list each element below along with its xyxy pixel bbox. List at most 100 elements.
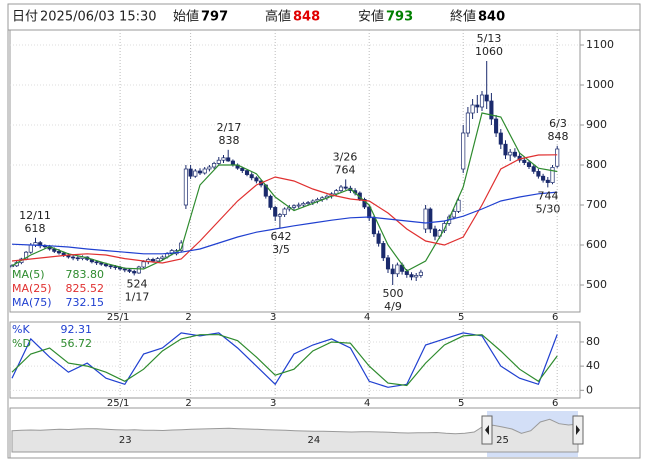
- candle-body: [56, 251, 62, 254]
- candle-body: [489, 100, 494, 120]
- candle-body: [136, 266, 141, 274]
- annotation-date: 5/13: [477, 32, 502, 45]
- candle-body: [150, 259, 156, 262]
- candle-body: [512, 151, 517, 157]
- candle-body: [508, 151, 513, 156]
- candle-body: [273, 207, 278, 217]
- annotation-value: 642: [271, 230, 292, 243]
- header: 日付 2025/06/03 15:30: [12, 10, 157, 25]
- candle-body: [216, 159, 221, 164]
- annotation-date: 3/26: [333, 150, 358, 163]
- candle-body: [169, 250, 174, 255]
- annotation-date: 3/5: [272, 243, 290, 256]
- candle-body: [155, 258, 160, 262]
- field-value: 793: [386, 10, 413, 25]
- candle-body: [522, 159, 527, 163]
- candle-body: [418, 271, 423, 276]
- frame: [7, 3, 641, 459]
- candle-body: [94, 261, 99, 264]
- annotation-date: 2/17: [217, 121, 242, 134]
- candle-body: [432, 228, 438, 237]
- candle-body: [479, 94, 485, 108]
- datetime: 2025/06/03 15:30: [40, 10, 157, 25]
- candle-body: [343, 186, 348, 189]
- y-tick-label: 500: [586, 278, 607, 291]
- candle-body: [381, 243, 386, 259]
- candle-body: [244, 170, 250, 175]
- candle-body: [212, 163, 217, 168]
- candle-body: [141, 261, 146, 268]
- annotation-value: 764: [335, 163, 356, 176]
- candle-body: [291, 205, 297, 208]
- candle-body: [367, 206, 372, 219]
- annotation-date: 6/3: [549, 117, 567, 130]
- y-tick-label: 40: [586, 359, 600, 372]
- candle-body: [395, 264, 400, 275]
- candle-body: [338, 186, 344, 191]
- series-line: [11, 191, 558, 255]
- annotation-value: 500: [383, 287, 404, 300]
- candle-body: [456, 199, 461, 212]
- series-line: [11, 112, 558, 272]
- candle-body: [423, 208, 428, 230]
- field-label: 終値: [450, 9, 476, 25]
- y-tick-label: 80: [586, 335, 600, 348]
- x-tick-label: 2: [185, 398, 191, 409]
- y-tick-label: 900: [586, 118, 607, 131]
- candle-body: [470, 104, 475, 114]
- y-tick-label: 0: [586, 383, 593, 396]
- series-line: [11, 334, 558, 387]
- candle-body: [183, 168, 188, 206]
- candle-body: [277, 214, 282, 217]
- main-panel: [9, 29, 581, 313]
- series-line: [11, 332, 558, 388]
- candle-body: [71, 256, 76, 259]
- legend-name: %D: [12, 337, 31, 350]
- candle-body: [550, 167, 555, 183]
- candle-body: [207, 166, 212, 170]
- legend-name: MA(25): [12, 282, 52, 295]
- candle-body: [221, 157, 226, 161]
- x-tick-label: 6: [552, 312, 558, 323]
- annotation-value: 618: [25, 222, 46, 235]
- annotation-value: 744: [538, 189, 559, 202]
- candle-body: [103, 263, 109, 267]
- candle-body: [113, 266, 118, 268]
- handle-arrow: [485, 425, 489, 435]
- y-tick-label: 700: [586, 198, 607, 211]
- candle-body: [404, 271, 409, 275]
- candle-body: [301, 203, 306, 206]
- date-label: 日付: [12, 10, 38, 25]
- legend-value: 783.80: [66, 268, 105, 281]
- legend-value: 92.31: [61, 323, 93, 336]
- candle-body: [28, 244, 33, 253]
- x-tick-label: 5: [458, 398, 464, 409]
- candle-body: [531, 166, 536, 172]
- candle-body: [414, 275, 419, 278]
- candle-body: [451, 211, 456, 218]
- navigator-label: 23: [119, 435, 132, 446]
- annotation-date: 1/17: [125, 290, 150, 303]
- x-tick-label: 3: [270, 312, 276, 323]
- candle-body: [188, 168, 193, 177]
- candle-body: [108, 265, 113, 268]
- candle-body: [390, 268, 395, 275]
- candle-body: [249, 174, 254, 179]
- field-label: 始値: [173, 9, 199, 25]
- candle-body: [197, 170, 203, 174]
- candle-body: [536, 171, 541, 177]
- annotation-date: 5/30: [536, 202, 561, 215]
- candle-body: [306, 202, 311, 204]
- x-tick-label: 2: [185, 312, 191, 323]
- candle-body: [9, 265, 15, 268]
- legend-value: 56.72: [61, 337, 93, 350]
- x-tick-label: 4: [364, 312, 370, 323]
- candle-body: [475, 104, 480, 108]
- candle-body: [376, 233, 381, 244]
- candle-body: [385, 257, 391, 270]
- x-tick-label: 3: [270, 398, 276, 409]
- y-tick-label: 600: [586, 238, 607, 251]
- handle-arrow: [576, 425, 580, 435]
- annotation-value: 838: [219, 134, 240, 147]
